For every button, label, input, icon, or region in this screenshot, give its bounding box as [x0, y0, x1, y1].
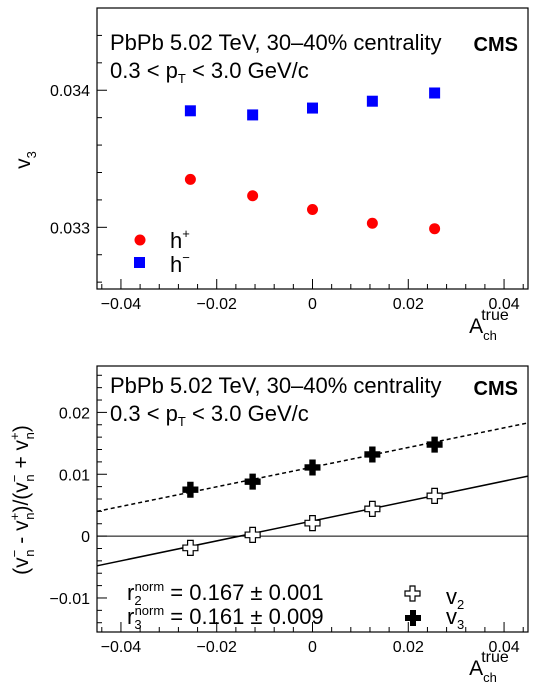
bottom-x-tick-label: 0.02 — [393, 639, 424, 656]
bottom-x-tick-label: −0.02 — [196, 639, 237, 656]
legend-marker-v2 — [404, 585, 421, 602]
bottom-x-tick-label: −0.04 — [101, 639, 142, 656]
legend-label-v2: v2 — [446, 584, 464, 612]
point-v3 — [426, 436, 443, 453]
top-x-tick-label: −0.04 — [101, 296, 142, 313]
bottom-x-axis-label: Ach — [469, 657, 497, 685]
point-v2 — [244, 526, 261, 543]
top-x-tick-label: 0.02 — [393, 296, 424, 313]
top-annotation-line2: 0.3 < pT < 3.0 GeV/c — [110, 58, 309, 86]
bottom-y-tick-label: 0.02 — [59, 405, 90, 422]
top-x-axis-label: Ach — [469, 315, 497, 343]
top-y-axis-label: v3 — [12, 151, 39, 169]
bottom-annotation-line1: PbPb 5.02 TeV, 30–40% centrality — [110, 373, 441, 398]
bottom-x-tick-label: 0.04 — [488, 639, 519, 656]
legend-marker-v3 — [405, 610, 421, 626]
bottom-legend: v2 v3 — [404, 584, 464, 632]
legend-label-v3: v3 — [446, 604, 464, 632]
bottom-y-tick-label: −0.01 — [50, 591, 91, 608]
point-h-plus — [247, 190, 259, 202]
top-x-tick-label: 0.04 — [488, 296, 519, 313]
top-cms-label: CMS — [474, 34, 518, 56]
fit-label-r2: r2norm = 0.167 ± 0.001 — [127, 579, 324, 608]
top-x-tick-label: 0 — [308, 296, 317, 313]
legend-marker-h-plus — [134, 234, 146, 246]
top-y-tick-label: 0.033 — [50, 220, 90, 237]
top-annotation-line1: PbPb 5.02 TeV, 30–40% centrality — [110, 30, 441, 55]
legend-label-h-minus: h− — [170, 250, 190, 277]
bottom-x-tick-label: 0 — [308, 639, 317, 656]
fit-label-r3: r3norm = 0.161 ± 0.009 — [127, 603, 324, 632]
point-v2 — [426, 487, 443, 505]
point-h-minus — [247, 109, 259, 121]
top-legend: h+ h− — [134, 226, 190, 277]
point-v3 — [244, 473, 261, 490]
bottom-panel: −0.04 −0.02 0 0.02 0.04 −0.01 0 0.01 0.02 PbPb 5… — [7, 365, 529, 685]
point-h-plus — [307, 203, 318, 215]
point-v3 — [182, 481, 199, 498]
point-v2 — [182, 539, 199, 556]
point-v2 — [364, 500, 381, 517]
point-h-plus — [366, 217, 378, 229]
point-h-plus — [184, 173, 196, 185]
bottom-y-axis-label: (v−n - v+n)/(v−n + v+n) — [7, 425, 37, 575]
legend-label-h-plus: h+ — [170, 226, 190, 253]
top-y-tick-label: 0.034 — [50, 83, 90, 100]
top-x-axis-label-super: true — [481, 307, 509, 324]
bottom-y-tick-label: 0.01 — [59, 467, 90, 484]
point-v3 — [364, 446, 381, 463]
point-h-minus — [429, 87, 441, 99]
top-x-tick-label: −0.02 — [196, 296, 237, 313]
legend-marker-h-minus — [134, 257, 145, 268]
point-h-plus — [429, 223, 441, 235]
bottom-y-tick-label: 0 — [81, 529, 90, 546]
point-h-minus — [366, 95, 378, 107]
bottom-x-axis-label-super: true — [481, 649, 509, 666]
point-h-minus — [307, 102, 318, 114]
top-panel: −0.04 −0.02 0 0.02 0.04 0.033 0.034 PbPb 5.02 … — [12, 7, 529, 343]
point-v3 — [304, 459, 321, 476]
point-v2 — [304, 515, 321, 532]
point-h-minus — [184, 105, 196, 117]
bottom-cms-label: CMS — [474, 378, 518, 400]
bottom-annotation-line2: 0.3 < pT < 3.0 GeV/c — [110, 401, 309, 429]
